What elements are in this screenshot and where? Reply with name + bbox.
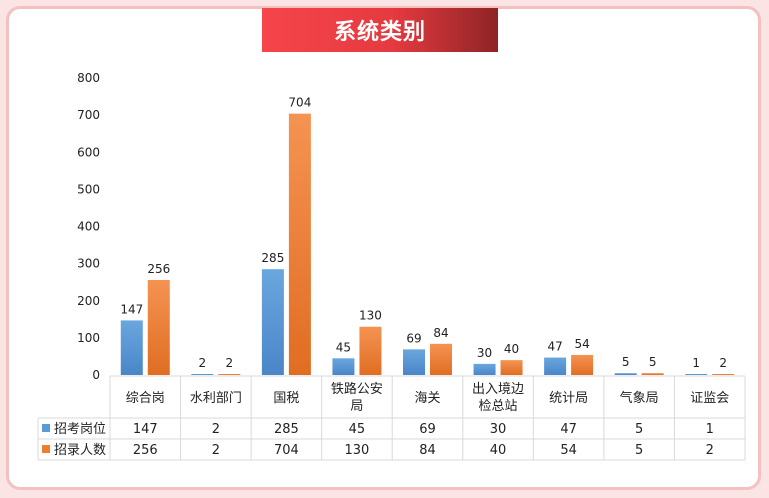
table-cell: 47 <box>560 422 577 437</box>
bar-招考岗位 <box>191 374 214 375</box>
data-label: 704 <box>288 96 311 110</box>
y-tick-label: 600 <box>77 145 100 159</box>
table-cell: 54 <box>560 443 577 458</box>
bar-招录人数 <box>571 354 594 375</box>
data-label: 130 <box>359 309 382 323</box>
bar-招录人数 <box>430 343 452 375</box>
x-tick-label: 气象局 <box>620 390 659 406</box>
y-tick-label: 400 <box>77 220 100 234</box>
table-cell: 147 <box>133 422 158 437</box>
x-tick-label: 证监会 <box>690 391 729 406</box>
table-cell: 84 <box>419 443 436 458</box>
bar-招考岗位 <box>614 373 637 375</box>
bar-招考岗位 <box>120 320 143 375</box>
bar-招录人数 <box>288 113 311 375</box>
bar-招录人数 <box>218 374 241 375</box>
y-tick-label: 700 <box>77 108 100 122</box>
table-cell: 256 <box>133 443 158 458</box>
bar-招考岗位 <box>544 357 567 375</box>
table-cell: 2 <box>706 443 714 458</box>
x-tick-label: 水利部门 <box>190 391 242 406</box>
x-tick-label: 统计局 <box>549 391 588 406</box>
x-tick-label: 局 <box>350 399 363 414</box>
y-tick-label: 500 <box>77 182 100 196</box>
table-cell: 2 <box>212 422 220 437</box>
data-label: 2 <box>719 356 727 370</box>
table-cell: 5 <box>635 422 643 437</box>
data-label: 54 <box>574 337 589 351</box>
data-label: 147 <box>120 302 143 316</box>
data-label: 285 <box>261 251 284 265</box>
legend-label: 招考岗位 <box>54 422 106 437</box>
x-tick-label: 检总站 <box>479 399 518 414</box>
y-tick-label: 300 <box>77 257 100 271</box>
table-cell: 704 <box>274 443 299 458</box>
y-tick-label: 800 <box>77 71 100 85</box>
x-tick-label: 国税 <box>273 391 299 406</box>
y-tick-label: 100 <box>77 331 100 345</box>
x-tick-label: 海关 <box>414 391 440 406</box>
data-label: 1 <box>692 356 700 370</box>
bar-招考岗位 <box>261 269 284 375</box>
bar-招录人数 <box>147 279 170 375</box>
bar-招录人数 <box>712 374 735 375</box>
data-label: 2 <box>199 356 207 370</box>
x-tick-label: 铁路公安 <box>331 381 383 397</box>
x-tick-label: 综合岗 <box>126 391 165 406</box>
bar-招考岗位 <box>685 374 708 375</box>
legend-label: 招录人数 <box>54 443 106 458</box>
table-cell: 40 <box>490 443 507 458</box>
y-tick-label: 0 <box>92 368 100 382</box>
data-label: 2 <box>226 356 234 370</box>
data-label: 30 <box>477 346 492 360</box>
bar-招考岗位 <box>332 358 355 375</box>
bar-招考岗位 <box>403 349 425 375</box>
table-cell: 45 <box>349 422 366 437</box>
bar-招考岗位 <box>473 363 496 375</box>
bar-招录人数 <box>359 326 382 375</box>
table-cell: 1 <box>706 422 714 437</box>
table-cell: 2 <box>212 443 220 458</box>
y-tick-label: 200 <box>77 294 100 308</box>
table-cell: 285 <box>274 422 299 437</box>
chart-title: 系统类别 <box>262 8 498 52</box>
data-label: 69 <box>406 331 421 345</box>
x-tick-label: 出入境边 <box>472 382 524 397</box>
data-label: 84 <box>433 326 448 340</box>
bar-招录人数 <box>500 360 523 375</box>
table-cell: 30 <box>490 422 507 437</box>
table-cell: 69 <box>419 422 436 437</box>
data-label: 45 <box>336 340 351 354</box>
legend-swatch <box>42 424 50 432</box>
chart-frame <box>6 6 761 490</box>
table-cell: 5 <box>635 443 643 458</box>
data-label: 5 <box>649 355 657 369</box>
data-label: 5 <box>622 355 630 369</box>
data-label: 47 <box>547 340 562 354</box>
bar-招录人数 <box>641 373 664 375</box>
data-label: 40 <box>504 342 519 356</box>
table-cell: 130 <box>345 443 370 458</box>
data-label: 256 <box>147 262 170 276</box>
legend-swatch <box>42 445 50 453</box>
